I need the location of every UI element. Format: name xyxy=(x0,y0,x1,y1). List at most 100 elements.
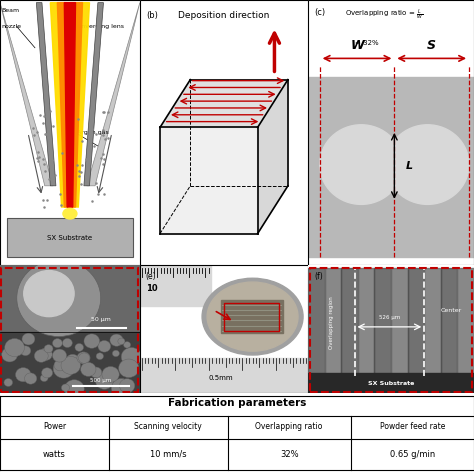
Bar xyxy=(457,268,474,375)
Bar xyxy=(408,268,424,375)
Text: (c): (c) xyxy=(315,8,326,17)
Text: nozzle: nozzle xyxy=(1,24,21,29)
Circle shape xyxy=(79,353,90,363)
Circle shape xyxy=(63,338,73,347)
Circle shape xyxy=(84,334,100,348)
Circle shape xyxy=(53,338,62,347)
Circle shape xyxy=(118,359,139,377)
Bar xyxy=(140,265,210,306)
Bar xyxy=(308,268,325,375)
Circle shape xyxy=(16,368,31,382)
Polygon shape xyxy=(50,3,90,207)
Text: Overlapping ratio: Overlapping ratio xyxy=(255,422,323,431)
Text: Center: Center xyxy=(440,308,461,313)
Bar xyxy=(424,268,441,375)
Circle shape xyxy=(124,342,130,348)
Circle shape xyxy=(62,384,70,392)
Bar xyxy=(224,302,280,331)
Text: 10: 10 xyxy=(146,284,157,293)
Circle shape xyxy=(119,379,135,393)
Circle shape xyxy=(39,348,52,361)
Circle shape xyxy=(81,362,96,376)
Circle shape xyxy=(77,352,90,364)
Text: Power: Power xyxy=(43,422,66,431)
Text: Scanning velocity: Scanning velocity xyxy=(135,422,202,431)
Bar xyxy=(358,268,374,375)
Circle shape xyxy=(42,368,53,378)
Text: (f): (f) xyxy=(315,272,323,281)
Text: 500 μm: 500 μm xyxy=(90,378,111,383)
Text: Fabrication parameters: Fabrication parameters xyxy=(168,398,306,408)
Text: Converging lens: Converging lens xyxy=(73,24,124,29)
Text: 0.65 g/min: 0.65 g/min xyxy=(390,450,435,459)
Polygon shape xyxy=(64,3,75,207)
Circle shape xyxy=(53,359,74,378)
Text: 32%: 32% xyxy=(280,450,299,459)
Bar xyxy=(220,300,283,333)
Circle shape xyxy=(202,278,303,355)
Circle shape xyxy=(24,271,74,317)
Bar xyxy=(341,268,358,375)
Circle shape xyxy=(75,344,83,351)
Circle shape xyxy=(69,364,77,371)
Bar xyxy=(308,373,474,393)
Text: Powder feed rate: Powder feed rate xyxy=(380,422,445,431)
Polygon shape xyxy=(0,3,53,186)
Text: = 32%: = 32% xyxy=(355,40,378,46)
Circle shape xyxy=(102,366,119,382)
Circle shape xyxy=(61,356,81,374)
Circle shape xyxy=(40,374,48,382)
Circle shape xyxy=(66,354,80,367)
Polygon shape xyxy=(84,3,103,186)
Circle shape xyxy=(64,380,84,398)
Bar xyxy=(441,268,457,375)
Polygon shape xyxy=(36,3,56,186)
Circle shape xyxy=(20,346,31,356)
Text: L: L xyxy=(406,161,413,171)
Text: Beam: Beam xyxy=(1,8,19,13)
Polygon shape xyxy=(160,128,257,234)
Text: 526 μm: 526 μm xyxy=(379,316,400,320)
Bar xyxy=(308,77,474,257)
Text: S: S xyxy=(427,38,436,52)
Bar xyxy=(325,268,341,375)
Circle shape xyxy=(34,349,48,362)
Text: SX Substrate: SX Substrate xyxy=(368,381,414,386)
Circle shape xyxy=(17,260,100,337)
Text: 10 mm/s: 10 mm/s xyxy=(150,450,187,459)
Circle shape xyxy=(90,367,102,378)
Text: 50 μm: 50 μm xyxy=(91,318,110,322)
Circle shape xyxy=(1,347,18,362)
Text: Overlapping ratio = $\frac{L}{W}$: Overlapping ratio = $\frac{L}{W}$ xyxy=(345,8,423,22)
Text: Argon gas: Argon gas xyxy=(77,130,109,135)
Bar xyxy=(7,218,133,257)
Circle shape xyxy=(44,345,53,353)
Polygon shape xyxy=(87,3,140,186)
Bar xyxy=(0,265,140,332)
Text: Overlapping region: Overlapping region xyxy=(329,297,334,349)
Text: (b): (b) xyxy=(146,10,158,19)
Bar xyxy=(140,357,308,393)
Circle shape xyxy=(110,334,123,346)
Circle shape xyxy=(96,353,103,360)
Circle shape xyxy=(25,373,37,384)
Bar xyxy=(0,332,140,393)
Text: watts: watts xyxy=(43,450,66,459)
Polygon shape xyxy=(57,3,82,207)
Circle shape xyxy=(5,338,25,356)
Circle shape xyxy=(207,282,298,351)
Circle shape xyxy=(4,379,13,386)
Bar xyxy=(374,268,391,375)
Text: 0.5mm: 0.5mm xyxy=(208,375,233,381)
Circle shape xyxy=(112,350,119,356)
Ellipse shape xyxy=(319,125,402,204)
Text: W: W xyxy=(350,38,364,52)
Polygon shape xyxy=(257,80,288,234)
Circle shape xyxy=(111,379,132,397)
Circle shape xyxy=(22,333,35,345)
Text: (e): (e) xyxy=(145,272,155,281)
Ellipse shape xyxy=(386,125,469,204)
Polygon shape xyxy=(160,80,288,128)
Circle shape xyxy=(118,338,125,345)
Text: Deposition direction: Deposition direction xyxy=(178,10,270,19)
